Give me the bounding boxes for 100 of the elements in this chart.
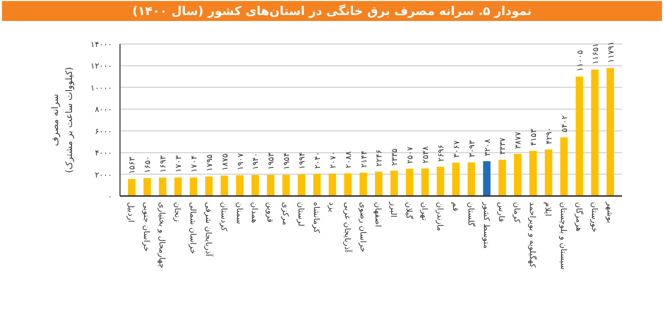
bar [236,175,244,196]
x-tick-label: لرستان [296,202,306,226]
bar [220,176,228,196]
bar [544,149,552,196]
bar [128,179,136,196]
bar [560,137,568,196]
x-tick-label: هرمزگان [574,202,584,232]
bar [436,166,444,196]
bar [468,162,476,196]
x-tick-label: آذربایجان غربی [342,202,353,253]
data-label: ۱۶۵۰ [143,156,152,174]
bar [298,174,306,196]
x-tick-label: بوشهر [605,201,614,224]
x-tick-label: گلستان [466,202,476,227]
y-tick-label: ۰ [108,192,112,201]
bar [174,178,182,196]
data-label: ۱۹۵۳ [266,152,276,170]
y-axis-title: سرانه مصرف (کیلووات ساعت بر مشترک) [51,66,75,174]
x-tick-label: مازندران [435,202,444,231]
bar [158,178,166,196]
x-tick-label: سمنان [234,202,244,224]
bar [421,168,429,196]
data-label: ۴۲۹۰ [544,127,554,144]
bar [252,174,259,196]
x-tick-label: کردستان [219,202,228,232]
bar [576,76,584,196]
bar [360,172,367,196]
x-tick-label: خراسان رضوی [358,202,368,252]
data-label: ۳۰۹۳ [467,140,476,158]
data-label: ۱۷۰۳ [174,154,184,173]
y-tick-label: ۲۰۰۰ [94,170,112,180]
x-tick-label: متوسط کشور [482,201,491,249]
x-tick-label: اصفهان [374,202,383,228]
x-tick-label: تهران [420,202,430,220]
bar [190,178,198,196]
data-label: ۳۳۳۷ [498,136,508,155]
x-tick-label: همدان [250,202,260,224]
bar [143,178,151,196]
bar [344,173,352,196]
data-label: ۱۹۹۴ [298,152,307,170]
x-tick-label: قزوین [266,202,275,223]
x-tick-label: قم [450,202,460,212]
x-tick-label: مرکزی [281,202,290,226]
x-tick-label: خراسان شمالی [188,202,198,254]
y-tick-label: ۱۴۰۰۰ [90,40,112,49]
x-tick-label: زنجان [173,202,182,222]
x-tick-label: یزد [327,202,336,212]
data-label: ۱۹۵۴ [282,152,292,170]
bar [282,174,290,196]
data-label: ۱۷۰۴ [189,155,198,172]
y-tick-label: ۸۰۰۰ [94,105,112,114]
chart-title: نمودار ۵. سرانه مصرف برق خانگی در استان‌های کشور (سال ۱۴۰۰) [132,4,532,18]
data-label: ۲۵۰۷ [406,146,415,164]
bar [390,170,398,196]
bar [529,150,537,196]
data-label: ۲۲۴۶ [374,149,384,167]
x-tick-label: البرز [389,201,398,218]
bar [591,70,599,196]
data-label: ۲۰۷۰ [328,151,338,169]
x-tick-label: گیلان [404,202,415,220]
x-tick-label: کرمان [512,202,522,224]
data-label: ۳۰۶۷ [452,140,461,158]
data-label: ۲۰۸۸ [344,150,353,168]
y-tick-label: ۱۲۰۰۰ [90,62,112,71]
data-label: ۴۱۵۳ [529,128,538,146]
bar [313,174,321,196]
bar [514,154,522,196]
data-label: ۱۹۴۰ [251,152,260,170]
y-tick-label: ۴۰۰۰ [94,148,112,158]
x-tick-label: آذربایجان شرقی [204,202,214,257]
y-tick-label: ۶۰۰۰ [94,126,112,136]
bar [483,161,490,196]
bar [606,68,614,196]
bar [266,174,274,196]
data-label: ۱۸۷۵ [220,153,230,171]
x-tick-label: سیستان و بلوچستان [558,202,568,270]
bar [406,168,414,196]
x-tick-label: کرمانشاه [312,202,321,234]
bar [498,160,506,196]
bar [205,176,213,196]
y-tick-label: ۱۰۰۰۰ [90,83,112,92]
data-label: ۵۴۰۲ [560,115,569,132]
data-label: ۱۶۹۳ [158,154,168,173]
x-tick-label: اردبیل [126,202,136,222]
data-label: ۱۹۰۷ [236,152,245,170]
x-tick-label: ایلام [544,202,553,216]
bar [328,174,336,196]
data-label: ۱۱۶۵۱ [590,43,600,65]
data-label: ۱۵۶۳ [128,156,137,174]
data-label: ۱۱۷۹۱ [606,42,616,63]
bar [452,162,460,196]
x-tick-label: خراسان جنوبی [142,202,152,252]
data-label: ۲۶۹۶ [436,144,446,162]
x-tick-label: کهگیلویه و بویراحمد [528,202,538,268]
data-label: ۲۳۳۵ [390,148,400,166]
data-label: ۳۲۰۸ [482,138,492,156]
data-label: ۱۱۰۰۵ [575,50,584,72]
data-label: ۳۸۷۷ [514,131,523,149]
data-label: ۲۱۴۴ [359,150,368,168]
x-tick-label: چهارمحال و بختیاری [158,202,167,268]
